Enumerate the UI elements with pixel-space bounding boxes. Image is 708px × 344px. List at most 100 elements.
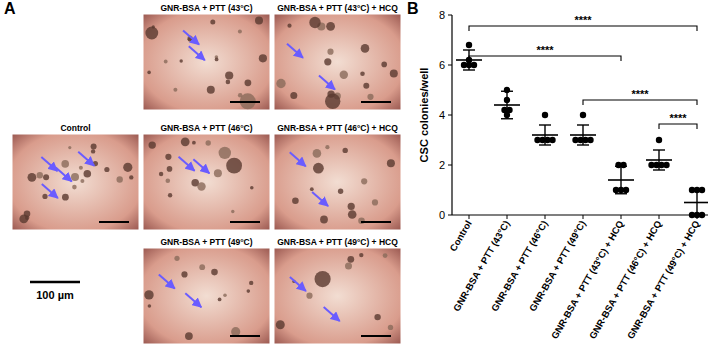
significance-bracket bbox=[469, 56, 621, 61]
cell bbox=[210, 20, 215, 25]
scale-bar bbox=[230, 335, 260, 337]
significance-label: **** bbox=[574, 14, 592, 26]
y-tick-label: 0 bbox=[439, 209, 445, 221]
cell bbox=[310, 187, 314, 191]
cell bbox=[359, 253, 363, 257]
cell bbox=[91, 149, 95, 153]
image-title: GNR-BSA + PTT (49°C) + HCQ bbox=[277, 237, 398, 247]
x-tick-label: Control bbox=[447, 219, 473, 254]
cell bbox=[225, 71, 233, 79]
arrow bbox=[159, 275, 175, 289]
cell bbox=[166, 178, 171, 183]
cell bbox=[363, 83, 369, 89]
mean-line bbox=[684, 202, 708, 204]
arrow bbox=[287, 44, 303, 58]
cell bbox=[181, 137, 190, 146]
cell bbox=[226, 158, 242, 174]
data-point bbox=[549, 137, 555, 143]
cell bbox=[360, 71, 365, 76]
micrograph bbox=[143, 134, 270, 230]
cell bbox=[164, 60, 168, 64]
y-tick bbox=[448, 65, 452, 66]
error-bar bbox=[691, 189, 703, 217]
error-cap bbox=[539, 124, 551, 125]
data-point bbox=[587, 137, 593, 143]
error-cap bbox=[463, 69, 475, 70]
significance-label: **** bbox=[669, 112, 687, 124]
y-tick bbox=[448, 115, 452, 116]
y-tick bbox=[448, 215, 452, 216]
cell bbox=[214, 169, 222, 177]
cell bbox=[149, 141, 156, 148]
cell bbox=[372, 199, 378, 205]
error-cap bbox=[653, 149, 665, 150]
image-frame bbox=[143, 14, 270, 110]
data-point bbox=[699, 212, 705, 218]
cell bbox=[231, 327, 240, 336]
arrow bbox=[319, 76, 335, 90]
image-frame bbox=[274, 14, 401, 110]
panel-label: A bbox=[4, 0, 16, 17]
cell bbox=[387, 159, 395, 167]
cell bbox=[361, 44, 370, 53]
cell bbox=[129, 175, 133, 179]
arrow bbox=[312, 192, 328, 206]
cell bbox=[320, 216, 328, 224]
arrow bbox=[193, 159, 209, 173]
cell bbox=[181, 271, 187, 277]
arrow bbox=[189, 46, 205, 60]
cell bbox=[276, 79, 285, 88]
cell bbox=[390, 69, 398, 77]
cell bbox=[144, 290, 153, 299]
arrow bbox=[183, 31, 199, 45]
cell bbox=[80, 179, 84, 183]
cell bbox=[367, 94, 373, 100]
scale-bar bbox=[230, 221, 260, 223]
cell bbox=[84, 170, 92, 178]
error-bar bbox=[653, 150, 665, 170]
y-label: CSC colonies/well bbox=[418, 68, 430, 163]
error-cap bbox=[501, 118, 513, 119]
cell bbox=[247, 289, 251, 293]
scale-bar bbox=[30, 281, 80, 284]
image-title: GNR-BSA + PTT (46°C) + HCQ bbox=[277, 123, 398, 133]
cell bbox=[343, 148, 348, 153]
error-cap bbox=[577, 124, 589, 125]
cell bbox=[165, 154, 171, 160]
error-bar bbox=[539, 125, 551, 145]
cell bbox=[37, 172, 43, 178]
cell bbox=[28, 173, 37, 182]
x-tick bbox=[621, 215, 622, 219]
cell bbox=[180, 59, 183, 62]
cell bbox=[62, 194, 69, 201]
cell bbox=[347, 256, 354, 263]
data-point bbox=[699, 187, 705, 193]
cell bbox=[276, 320, 285, 329]
image-title: GNR-BSA + PTT (46°C) bbox=[160, 123, 252, 133]
cell bbox=[159, 172, 163, 176]
arrow bbox=[42, 184, 58, 198]
cell bbox=[238, 93, 243, 98]
data-point bbox=[542, 112, 548, 118]
cell bbox=[147, 71, 151, 75]
arrow bbox=[41, 157, 57, 171]
error-cap bbox=[691, 216, 703, 217]
error-stem bbox=[582, 125, 583, 145]
cell bbox=[226, 80, 231, 85]
cell bbox=[174, 256, 179, 261]
cell bbox=[327, 90, 334, 97]
x-tick-label: GNR-BSA + PTT (46°C) + HCQ bbox=[587, 219, 664, 341]
cells bbox=[144, 256, 253, 340]
cell bbox=[148, 304, 152, 308]
scale-bar bbox=[361, 221, 391, 223]
cell bbox=[361, 178, 367, 184]
cell bbox=[292, 198, 299, 205]
data-point bbox=[580, 112, 586, 118]
cell bbox=[358, 218, 365, 225]
cell bbox=[43, 174, 49, 180]
micrograph bbox=[143, 248, 270, 344]
cell bbox=[167, 166, 173, 172]
error-cap bbox=[691, 188, 703, 189]
error-stem bbox=[506, 91, 507, 119]
arrow bbox=[290, 277, 306, 291]
